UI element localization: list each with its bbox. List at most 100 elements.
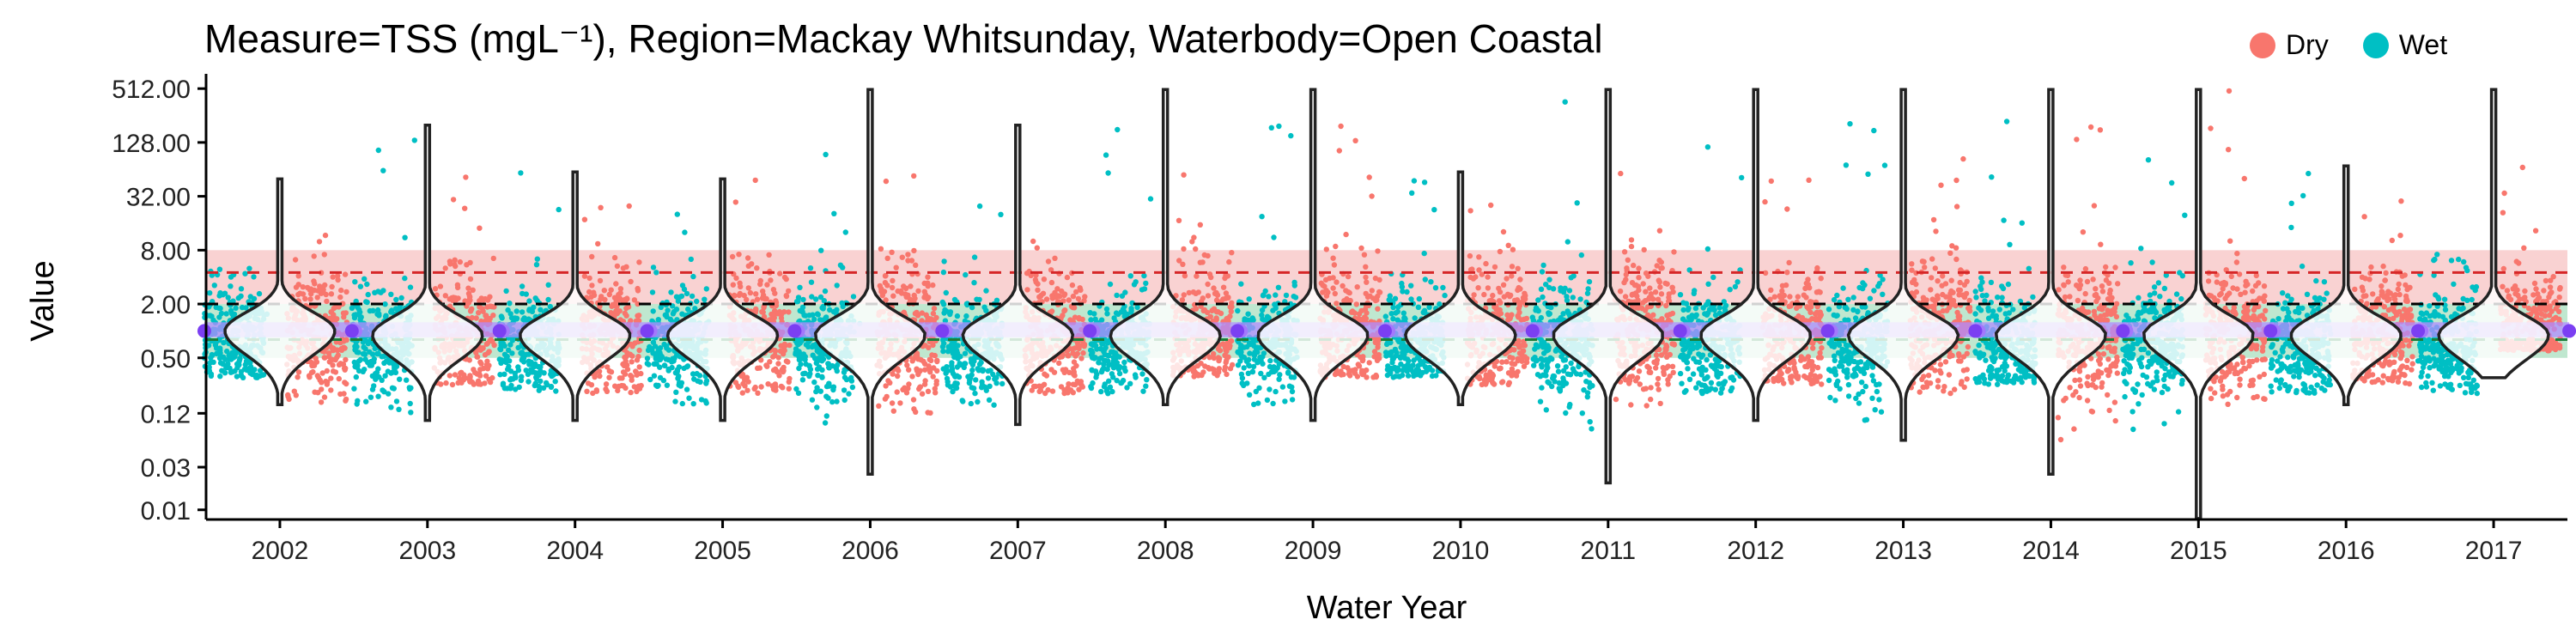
scatter-outlier-dry <box>1467 252 1473 259</box>
scatter-point-dry <box>1032 383 1039 390</box>
scatter-point-wet <box>983 387 990 393</box>
scatter-point-dry <box>913 409 919 415</box>
scatter-point-dry <box>738 283 744 290</box>
scatter-point-wet <box>1267 357 1273 364</box>
scatter-point-dry <box>593 387 599 393</box>
scatter-point-dry <box>1081 341 1088 348</box>
scatter-outlier-dry <box>1352 137 1358 143</box>
scatter-outlier-wet <box>1103 152 1109 158</box>
scatter-point-wet <box>1415 304 1422 310</box>
scatter-point-dry <box>1052 255 1058 261</box>
scatter-outlier-wet <box>681 286 688 293</box>
scatter-point-wet <box>500 380 507 386</box>
scatter-point-dry <box>474 354 481 360</box>
scatter-point-dry <box>330 368 337 374</box>
scatter-point-dry <box>315 288 321 294</box>
scatter-point-wet <box>673 307 680 313</box>
scatter-point-wet <box>1270 400 1276 407</box>
scatter-point-dry <box>787 342 793 349</box>
scatter-point-dry <box>470 287 476 293</box>
scatter-point-wet <box>385 368 391 374</box>
scatter-point-wet <box>799 377 806 383</box>
scatter-point-dry <box>1334 301 1340 307</box>
scatter-point-wet <box>690 401 696 407</box>
scatter-point-wet <box>361 367 368 373</box>
scatter-outlier-dry <box>463 174 469 180</box>
scatter-point-dry <box>1334 279 1340 285</box>
scatter-point-dry <box>590 390 596 397</box>
scatter-outlier-dry <box>1181 172 1187 178</box>
scatter-point-wet <box>826 364 832 371</box>
scatter-point-dry <box>1375 306 1381 312</box>
scatter-outlier-dry <box>1059 288 1065 295</box>
scatter-point-dry <box>1496 298 1503 304</box>
scatter-outlier-wet <box>674 211 680 217</box>
scatter-point-wet <box>665 356 671 363</box>
scatter-point-wet <box>368 394 374 400</box>
scatter-point-dry <box>325 350 332 356</box>
scatter-point-dry <box>324 368 330 374</box>
scatter-point-dry <box>316 239 323 245</box>
scatter-point-wet <box>532 295 538 301</box>
scatter-point-wet <box>1116 364 1123 370</box>
scatter-point-dry <box>1504 359 1510 365</box>
scatter-point-wet <box>1241 382 1247 389</box>
scatter-point-dry <box>736 252 742 258</box>
scatter-point-dry <box>295 282 301 288</box>
scatter-point-wet <box>1394 308 1401 315</box>
scatter-point-dry <box>754 296 761 302</box>
scatter-point-dry <box>636 347 642 354</box>
scatter-point-wet <box>1088 385 1095 392</box>
scatter-point-wet <box>222 356 228 362</box>
scatter-point-wet <box>952 374 958 380</box>
scatter-point-wet <box>644 361 650 367</box>
scatter-point-dry <box>905 258 911 264</box>
scatter-point-dry <box>1346 289 1352 296</box>
scatter-outlier-dry <box>297 290 303 296</box>
scatter-point-dry <box>307 374 313 380</box>
scatter-point-dry <box>1036 294 1042 300</box>
scatter-point-wet <box>814 404 820 410</box>
scatter-point-dry <box>754 265 760 271</box>
scatter-point-wet <box>1283 292 1290 299</box>
scatter-point-dry <box>1634 293 1640 300</box>
scatter-point-dry <box>1323 246 1330 252</box>
scatter-outlier-dry <box>911 173 917 179</box>
scatter-point-wet <box>526 298 532 304</box>
scatter-point-dry <box>1374 297 1380 303</box>
scatter-point-wet <box>221 339 227 346</box>
scatter-point-dry <box>1176 258 1182 264</box>
scatter-point-dry <box>286 396 292 403</box>
scatter-point-dry <box>934 357 940 363</box>
scatter-point-dry <box>919 318 925 324</box>
scatter-point-dry <box>895 288 901 295</box>
scatter-point-dry <box>1071 359 1078 365</box>
scatter-point-wet <box>665 307 671 313</box>
scatter-outlier-wet <box>1291 283 1298 289</box>
scatter-point-dry <box>483 341 489 347</box>
scatter-outlier-dry <box>1366 174 1372 180</box>
scatter-point-dry <box>311 362 317 368</box>
scatter-point-dry <box>758 384 764 390</box>
scatter-point-dry <box>1505 381 1512 387</box>
scatter-outlier-wet <box>380 167 386 173</box>
scatter-point-dry <box>613 308 619 314</box>
scatter-outlier-wet <box>375 147 381 154</box>
scatter-point-dry <box>770 385 777 391</box>
scatter-point-wet <box>841 397 848 404</box>
scatter-point-wet <box>1119 293 1126 299</box>
scatter-point-wet <box>808 279 815 285</box>
scatter-point-wet <box>393 296 399 303</box>
scatter-point-wet <box>703 378 710 384</box>
scatter-point-wet <box>521 315 527 321</box>
scatter-point-wet <box>1426 364 1433 371</box>
scatter-point-wet <box>944 375 951 382</box>
scatter-point-dry <box>1364 279 1370 285</box>
scatter-point-dry <box>1211 367 1218 373</box>
scatter-point-dry <box>786 309 792 315</box>
scatter-point-dry <box>1485 285 1492 291</box>
scatter-point-wet <box>990 371 996 378</box>
scatter-point-dry <box>744 296 750 303</box>
